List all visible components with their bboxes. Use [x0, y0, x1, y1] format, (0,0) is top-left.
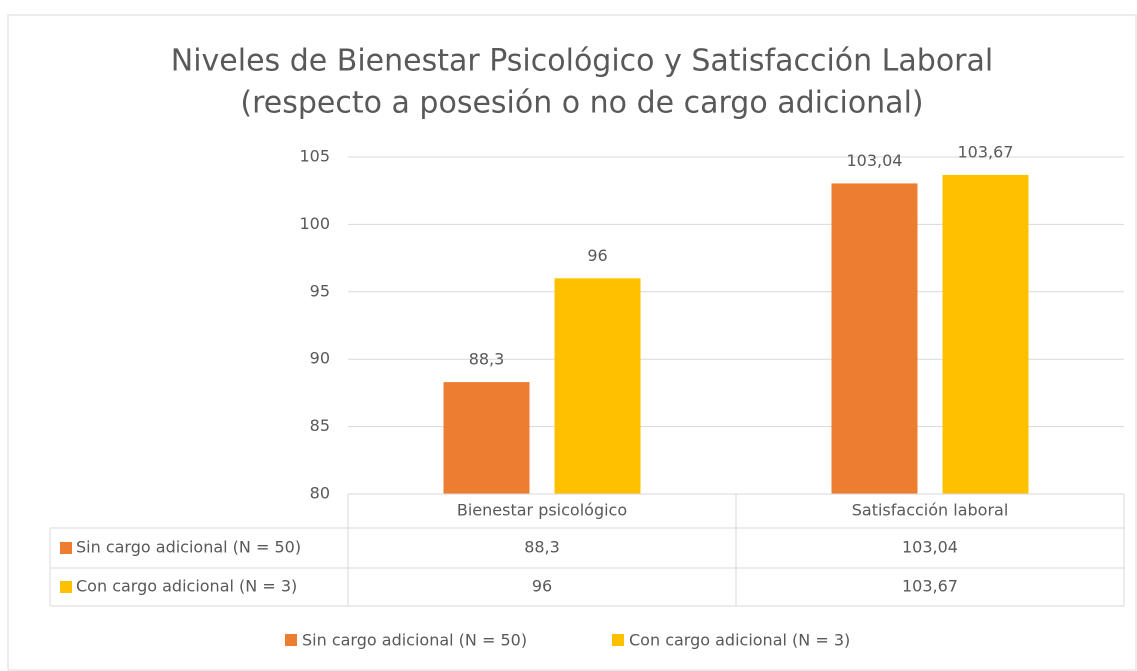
- y-tick-label: 85: [310, 416, 330, 435]
- legend-key: [285, 634, 297, 646]
- table-row-label: Con cargo adicional (N = 3): [76, 577, 297, 596]
- data-label: 88,3: [469, 350, 505, 369]
- legend-label: Con cargo adicional (N = 3): [629, 631, 850, 650]
- chart-title: Niveles de Bienestar Psicológico y Satis…: [171, 44, 993, 79]
- table-cell: 103,04: [902, 538, 958, 557]
- y-tick-label: 100: [299, 214, 330, 233]
- data-label: 103,67: [958, 142, 1014, 161]
- bar: [831, 183, 918, 494]
- legend-key: [612, 634, 624, 646]
- table-header: Bienestar psicológico: [457, 501, 627, 520]
- bar: [942, 174, 1029, 494]
- table-row-label: Sin cargo adicional (N = 50): [76, 538, 301, 557]
- bar: [443, 382, 530, 494]
- bar: [554, 278, 641, 494]
- y-tick-label: 105: [299, 147, 330, 166]
- y-tick-label: 95: [310, 281, 330, 300]
- table-header: Satisfacción laboral: [852, 501, 1009, 520]
- table-cell: 96: [532, 577, 552, 596]
- data-label: 96: [587, 246, 607, 265]
- table-legend-key: [60, 542, 72, 554]
- y-tick-label: 80: [310, 484, 330, 503]
- legend-label: Sin cargo adicional (N = 50): [302, 631, 527, 650]
- chart-subtitle: (respecto a posesión o no de cargo adici…: [240, 86, 923, 121]
- data-label: 103,04: [847, 151, 903, 170]
- table-legend-key: [60, 581, 72, 593]
- table-cell: 103,67: [902, 577, 958, 596]
- table-cell: 88,3: [524, 538, 560, 557]
- y-tick-label: 90: [310, 349, 330, 368]
